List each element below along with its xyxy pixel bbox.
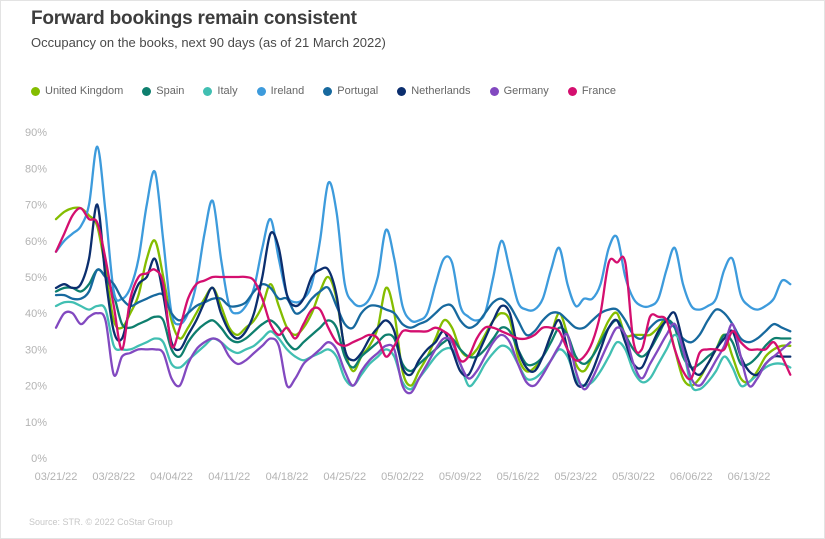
x-axis-tick: 06/06/22 xyxy=(670,471,713,483)
legend-label: United Kingdom xyxy=(45,85,124,97)
source-attribution: Source: STR. © 2022 CoStar Group xyxy=(29,517,173,527)
x-axis-tick: 05/09/22 xyxy=(439,471,482,483)
legend-dot-icon xyxy=(31,86,40,96)
y-axis-tick: 30% xyxy=(25,344,47,356)
legend-dot-icon xyxy=(142,86,152,96)
legend-item-spain[interactable]: Spain xyxy=(142,85,184,97)
x-axis-tick: 05/02/22 xyxy=(381,471,424,483)
legend-item-italy[interactable]: Italy xyxy=(203,85,238,97)
legend-label: France xyxy=(581,85,617,97)
y-axis-tick: 50% xyxy=(25,272,47,284)
legend-label: Portugal xyxy=(337,85,379,97)
legend-item-germany[interactable]: Germany xyxy=(489,85,549,97)
y-axis-tick: 60% xyxy=(25,236,47,248)
legend-label: Ireland xyxy=(270,85,305,97)
y-axis-tick: 0% xyxy=(31,453,47,465)
y-axis-tick: 80% xyxy=(25,163,47,175)
x-axis-tick: 05/16/22 xyxy=(497,471,540,483)
legend-dot-icon xyxy=(256,86,266,96)
legend-dot-icon xyxy=(397,86,407,96)
x-axis-tick: 05/30/22 xyxy=(612,471,655,483)
legend-dot-icon xyxy=(567,86,577,96)
x-axis-tick: 04/04/22 xyxy=(150,471,193,483)
x-axis-tick: 04/11/22 xyxy=(208,471,250,483)
series-line-france xyxy=(54,207,792,381)
x-axis-tick: 04/18/22 xyxy=(266,471,309,483)
chart-legend: United Kingdom Spain Italy Ireland Portugal N… xyxy=(31,85,616,97)
chart-subtitle: Occupancy on the books, next 90 days (as… xyxy=(31,35,386,50)
y-axis-tick: 90% xyxy=(25,127,47,139)
legend-item-france[interactable]: France xyxy=(567,85,617,97)
y-axis-tick: 20% xyxy=(25,381,47,393)
legend-item-united-kingdom[interactable]: United Kingdom xyxy=(31,85,123,97)
y-axis-tick: 70% xyxy=(25,200,47,212)
y-axis-tick: 40% xyxy=(25,308,47,320)
x-axis-tick: 03/28/22 xyxy=(92,471,135,483)
legend-dot-icon xyxy=(489,86,499,96)
legend-item-ireland[interactable]: Ireland xyxy=(256,85,305,97)
legend-item-portugal[interactable]: Portugal xyxy=(323,85,378,97)
legend-label: Germany xyxy=(503,85,549,97)
legend-item-netherlands[interactable]: Netherlands xyxy=(397,85,471,97)
x-axis-tick: 04/25/22 xyxy=(323,471,366,483)
legend-label: Spain xyxy=(156,85,185,97)
series-line-germany xyxy=(54,310,792,395)
page-title: Forward bookings remain consistent xyxy=(31,8,357,29)
legend-dot-icon xyxy=(323,86,333,96)
legend-label: Netherlands xyxy=(411,85,471,97)
x-axis-tick: 05/23/22 xyxy=(554,471,597,483)
x-axis-tick: 06/13/22 xyxy=(728,471,771,483)
legend-dot-icon xyxy=(203,86,213,96)
y-axis-tick: 10% xyxy=(25,417,47,429)
x-axis-tick: 03/21/22 xyxy=(35,471,78,483)
series-line-ireland xyxy=(54,145,792,326)
legend-label: Italy xyxy=(217,85,238,97)
